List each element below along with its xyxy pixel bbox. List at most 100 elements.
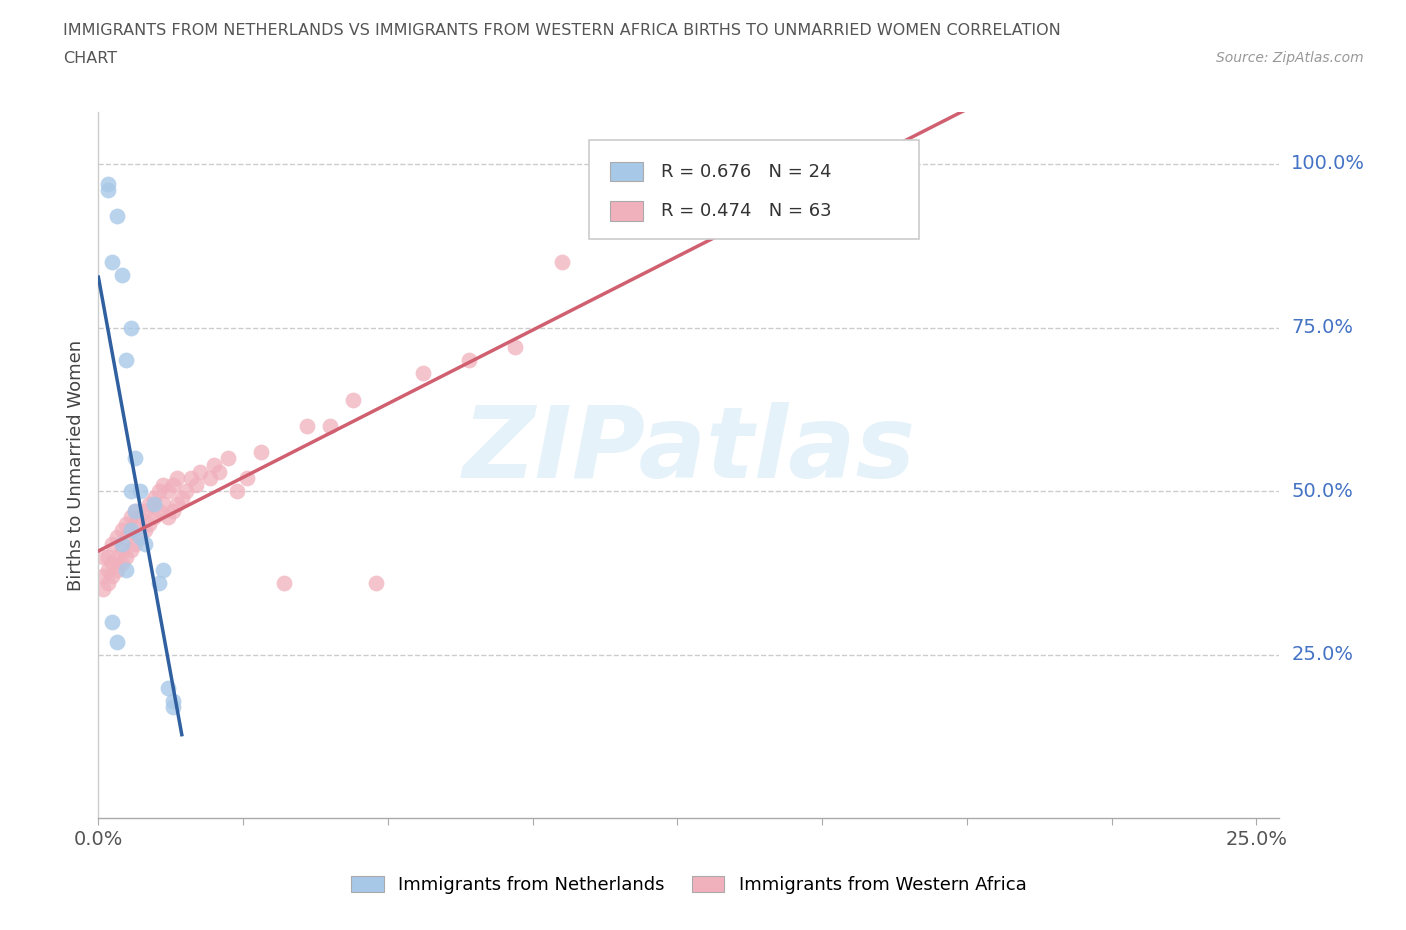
Point: [124, 451, 146, 466]
Text: R = 0.676   N = 24: R = 0.676 N = 24: [661, 163, 831, 180]
Point: [115, 563, 138, 578]
Point: [180, 471, 202, 485]
Point: [184, 477, 207, 492]
Point: [152, 497, 174, 512]
Point: [124, 503, 146, 518]
Point: [134, 536, 156, 551]
Point: [162, 699, 184, 714]
Point: [162, 477, 184, 492]
Y-axis label: Births to Unmarried Women: Births to Unmarried Women: [66, 339, 84, 591]
Point: [110, 542, 132, 557]
Point: [97, 563, 120, 578]
Point: [550, 255, 572, 270]
Point: [170, 490, 193, 505]
Point: [217, 451, 239, 466]
Point: [134, 503, 156, 518]
Point: [162, 693, 184, 708]
Point: [152, 477, 174, 492]
Point: [120, 523, 142, 538]
Point: [129, 529, 152, 544]
Text: ZIPatlas: ZIPatlas: [463, 403, 915, 499]
Point: [226, 484, 249, 498]
Point: [129, 484, 152, 498]
Point: [115, 529, 138, 544]
Text: CHART: CHART: [63, 51, 117, 66]
Point: [143, 497, 166, 512]
Point: [101, 615, 124, 630]
Point: [273, 576, 295, 591]
Point: [458, 352, 481, 367]
Point: [115, 516, 138, 531]
Point: [110, 536, 132, 551]
Point: [124, 536, 146, 551]
Text: 100.0%: 100.0%: [1291, 154, 1365, 174]
Legend: Immigrants from Netherlands, Immigrants from Western Africa: Immigrants from Netherlands, Immigrants …: [344, 869, 1033, 901]
Point: [115, 550, 138, 565]
Point: [91, 569, 114, 584]
Point: [97, 182, 120, 197]
Point: [138, 497, 160, 512]
Point: [105, 529, 128, 544]
Point: [143, 510, 166, 525]
Text: 50.0%: 50.0%: [1291, 482, 1353, 500]
Point: [143, 490, 166, 505]
Point: [110, 523, 132, 538]
Point: [176, 484, 198, 498]
Point: [120, 484, 142, 498]
Point: [110, 556, 132, 571]
Point: [412, 365, 434, 380]
Point: [156, 510, 179, 525]
Point: [188, 464, 211, 479]
Point: [208, 464, 231, 479]
Point: [110, 268, 132, 283]
Point: [124, 503, 146, 518]
FancyBboxPatch shape: [589, 140, 920, 239]
Point: [166, 471, 188, 485]
Text: 25.0%: 25.0%: [1291, 645, 1353, 664]
Text: IMMIGRANTS FROM NETHERLANDS VS IMMIGRANTS FROM WESTERN AFRICA BIRTHS TO UNMARRIE: IMMIGRANTS FROM NETHERLANDS VS IMMIGRANT…: [63, 23, 1062, 38]
Point: [134, 523, 156, 538]
Text: R = 0.474   N = 63: R = 0.474 N = 63: [661, 202, 831, 220]
Point: [148, 503, 170, 518]
Point: [156, 484, 179, 498]
Point: [124, 516, 146, 531]
FancyBboxPatch shape: [610, 162, 643, 181]
Point: [97, 576, 120, 591]
Point: [198, 471, 221, 485]
Text: Source: ZipAtlas.com: Source: ZipAtlas.com: [1216, 51, 1364, 65]
Point: [162, 503, 184, 518]
Point: [235, 471, 257, 485]
Point: [156, 680, 179, 695]
Point: [319, 418, 342, 433]
Point: [366, 576, 388, 591]
Point: [120, 510, 142, 525]
Point: [101, 556, 124, 571]
Point: [295, 418, 318, 433]
Point: [148, 576, 170, 591]
Point: [129, 529, 152, 544]
Point: [120, 320, 142, 335]
Point: [148, 484, 170, 498]
Point: [342, 392, 364, 407]
Text: 75.0%: 75.0%: [1291, 318, 1353, 337]
Point: [91, 582, 114, 597]
Point: [166, 497, 188, 512]
Point: [503, 339, 526, 354]
Point: [105, 563, 128, 578]
Point: [105, 209, 128, 224]
Point: [152, 563, 174, 578]
Point: [105, 550, 128, 565]
Point: [101, 255, 124, 270]
Point: [249, 445, 271, 459]
Point: [97, 176, 120, 191]
Point: [120, 523, 142, 538]
Point: [91, 550, 114, 565]
Point: [101, 569, 124, 584]
Point: [105, 634, 128, 649]
Point: [97, 550, 120, 565]
Point: [120, 542, 142, 557]
Point: [101, 536, 124, 551]
Point: [202, 458, 225, 472]
FancyBboxPatch shape: [610, 201, 643, 221]
Point: [129, 510, 152, 525]
